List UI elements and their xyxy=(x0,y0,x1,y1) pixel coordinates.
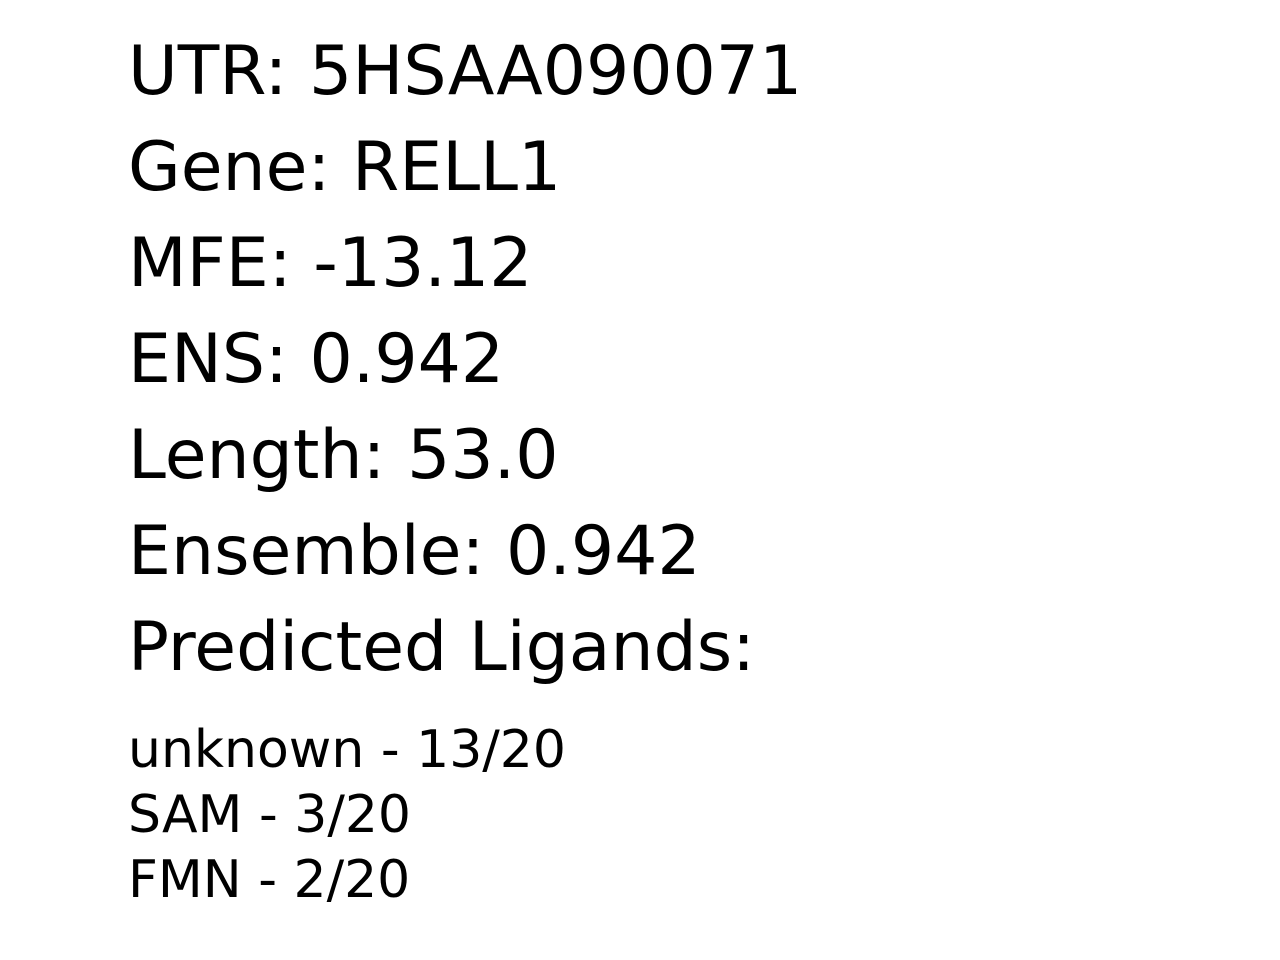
ligand-item-fmn: FMN - 2/20 xyxy=(128,850,411,910)
ensemble-value: Ensemble: 0.942 xyxy=(128,512,701,591)
gene-name: Gene: RELL1 xyxy=(128,128,562,207)
ligand-item-sam: SAM - 3/20 xyxy=(128,785,412,845)
ligand-item-unknown: unknown - 13/20 xyxy=(128,720,566,780)
mfe-value: MFE: -13.12 xyxy=(128,224,533,303)
ens-value: ENS: 0.942 xyxy=(128,320,505,399)
ligands-heading: Predicted Ligands: xyxy=(128,608,756,687)
utr-id: UTR: 5HSAA090071 xyxy=(128,32,803,111)
length-value: Length: 53.0 xyxy=(128,416,559,495)
